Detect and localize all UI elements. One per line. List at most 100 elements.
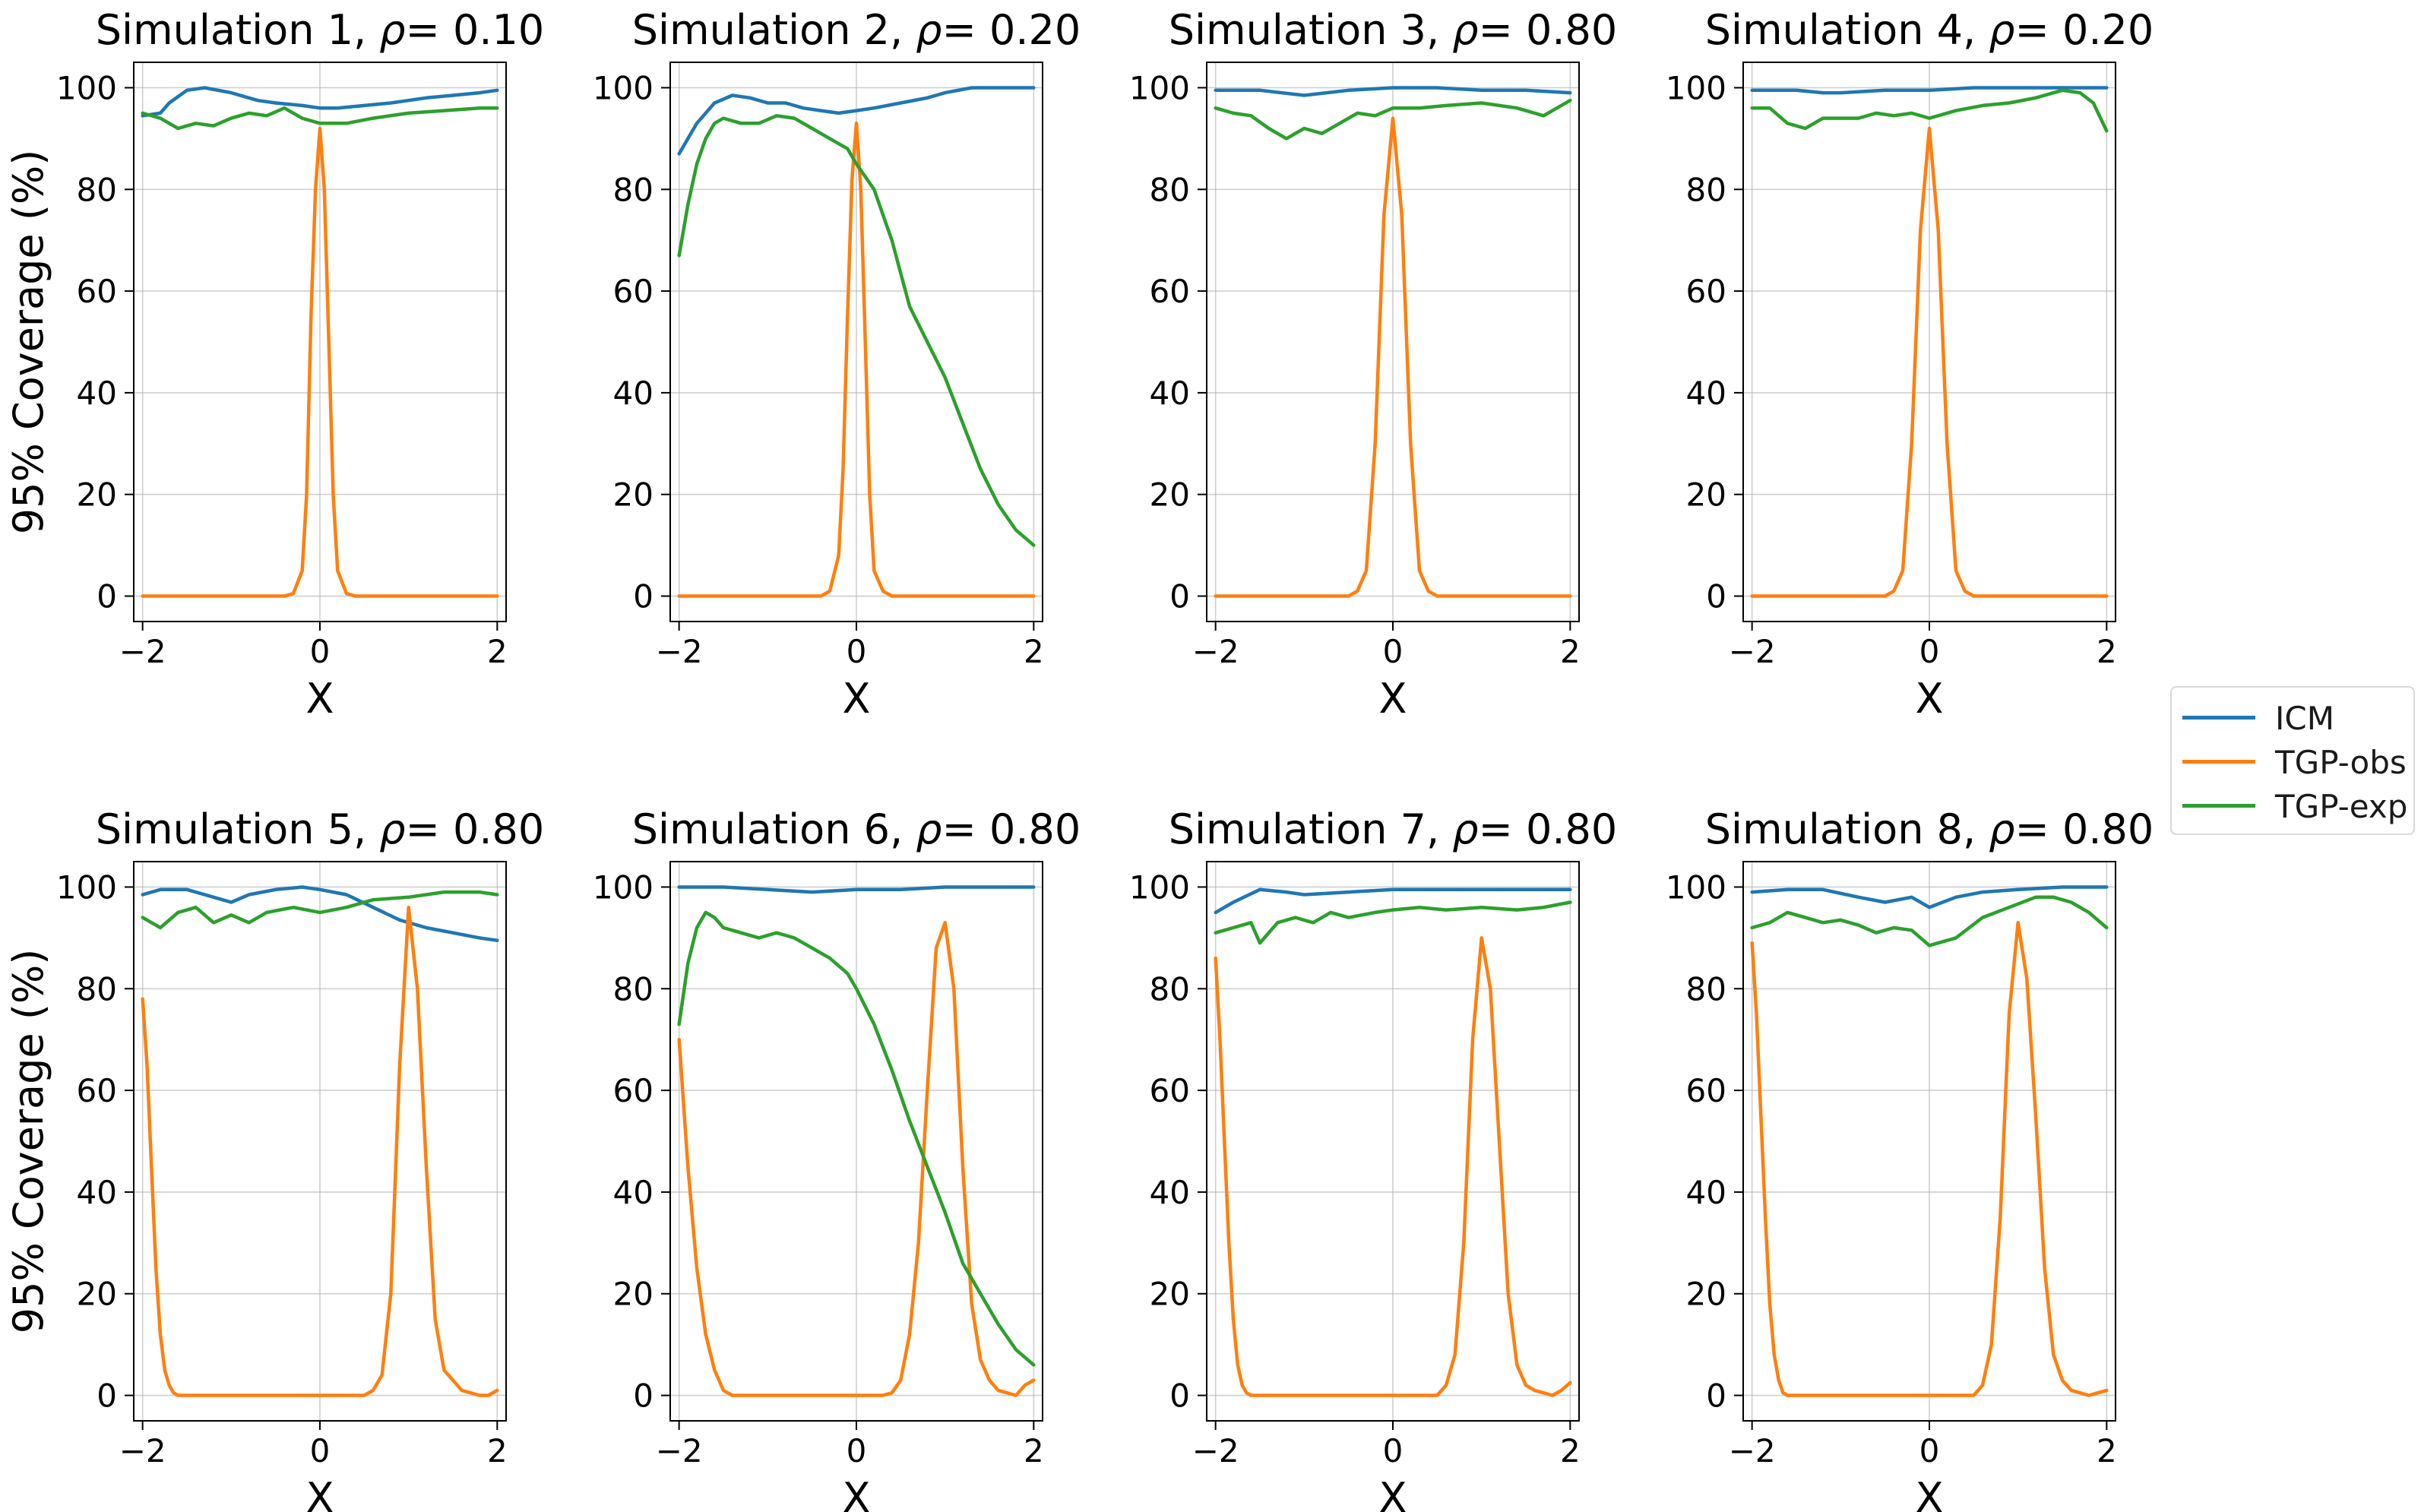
y-tick-label: 0 bbox=[1169, 1378, 1190, 1415]
y-tick-label: 20 bbox=[1686, 476, 1726, 514]
y-tick-label: 60 bbox=[1150, 273, 1190, 310]
x-tick-label: 0 bbox=[1919, 633, 1940, 670]
y-tick-label: 40 bbox=[1686, 1174, 1726, 1211]
y-tick-label: 60 bbox=[613, 273, 654, 310]
x-tick-label: 0 bbox=[310, 1432, 331, 1469]
y-tick-label: 40 bbox=[77, 1174, 117, 1211]
x-tick-label: −2 bbox=[656, 633, 703, 670]
y-tick-label: 20 bbox=[77, 1276, 117, 1313]
subplot-title: Simulation 4, ρ= 0.20 bbox=[1705, 6, 2154, 54]
y-tick-label: 20 bbox=[613, 476, 654, 514]
series-line-tgp-obs bbox=[1750, 921, 2109, 1397]
y-tick-label: 40 bbox=[1150, 1174, 1190, 1211]
x-tick-label: 2 bbox=[2097, 1432, 2117, 1469]
series-line-tgp-obs bbox=[677, 921, 1036, 1397]
title-suffix: = 0.80 bbox=[2015, 805, 2154, 853]
y-tick-label: 100 bbox=[1129, 868, 1190, 906]
title-rho: ρ bbox=[1452, 6, 1478, 54]
y-tick-label: 20 bbox=[1686, 1276, 1726, 1313]
series-line-icm bbox=[1214, 887, 1572, 915]
series-line-tgp-exp bbox=[677, 114, 1036, 547]
x-tick-label: −2 bbox=[119, 633, 166, 670]
subplot-title: Simulation 2, ρ= 0.20 bbox=[632, 6, 1081, 54]
title-suffix: = 0.20 bbox=[2015, 6, 2154, 54]
x-tick-label: 2 bbox=[1560, 1432, 1581, 1469]
subplot-title: Simulation 5, ρ= 0.80 bbox=[96, 805, 544, 853]
x-tick-label: 0 bbox=[310, 633, 331, 670]
title-suffix: = 0.80 bbox=[406, 805, 545, 853]
y-tick-label: 60 bbox=[77, 273, 117, 310]
legend-item-tgp-obs: TGP-obs bbox=[2172, 738, 2413, 783]
y-tick-label: 80 bbox=[1150, 171, 1190, 208]
y-tick-label: 100 bbox=[56, 69, 117, 106]
x-tick-label: 0 bbox=[1919, 1432, 1940, 1469]
y-tick-label: 0 bbox=[633, 1378, 654, 1415]
title-rho: ρ bbox=[1989, 805, 2014, 853]
series-line-tgp-obs bbox=[1214, 936, 1572, 1397]
y-tick-label: 0 bbox=[1706, 578, 1726, 615]
x-tick-label: −2 bbox=[656, 1432, 703, 1469]
y-tick-label: 20 bbox=[613, 1276, 654, 1313]
y-tick-label: 0 bbox=[633, 578, 654, 615]
y-tick-label: 0 bbox=[97, 1378, 117, 1415]
x-axis-label: X bbox=[306, 1474, 334, 1512]
x-tick-label: 2 bbox=[487, 1432, 508, 1469]
legend-swatch-tgp-exp bbox=[2182, 804, 2255, 808]
x-tick-label: 2 bbox=[1560, 633, 1581, 670]
legend-swatch-icm bbox=[2182, 716, 2255, 720]
legend-item-tgp-exp: TGP-exp bbox=[2172, 782, 2413, 827]
series-line-tgp-exp bbox=[141, 106, 499, 131]
subplot-title: Simulation 6, ρ= 0.80 bbox=[632, 805, 1081, 853]
x-tick-label: 0 bbox=[847, 1432, 867, 1469]
y-tick-label: 60 bbox=[77, 1072, 117, 1109]
legend-item-icm: ICM bbox=[2172, 694, 2413, 739]
series-line-tgp-obs bbox=[677, 122, 1036, 598]
subplot-title: Simulation 7, ρ= 0.80 bbox=[1169, 805, 1617, 853]
series-line-tgp-obs bbox=[1214, 116, 1572, 598]
y-tick-label: 80 bbox=[613, 171, 654, 208]
x-tick-label: 2 bbox=[487, 633, 508, 670]
x-tick-label: 2 bbox=[1024, 633, 1044, 670]
y-tick-label: 60 bbox=[1686, 1072, 1726, 1109]
series-line-icm bbox=[141, 885, 499, 942]
series-line-icm bbox=[677, 885, 1036, 894]
y-tick-label: 80 bbox=[1150, 970, 1190, 1007]
subplot-title: Simulation 8, ρ= 0.80 bbox=[1705, 805, 2154, 853]
y-tick-label: 40 bbox=[1150, 375, 1190, 412]
series-line-icm bbox=[1750, 885, 2109, 909]
series-line-icm bbox=[141, 86, 499, 118]
x-tick-label: −2 bbox=[1729, 1432, 1776, 1469]
y-tick-label: 80 bbox=[1686, 970, 1726, 1007]
title-rho: ρ bbox=[1989, 6, 2014, 54]
y-tick-label: 60 bbox=[1686, 273, 1726, 310]
series-line-tgp-exp bbox=[1214, 900, 1572, 945]
series-line-tgp-obs bbox=[141, 126, 499, 598]
y-tick-label: 100 bbox=[593, 868, 654, 906]
title-prefix: Simulation 4, bbox=[1705, 6, 1989, 54]
x-axis-label: X bbox=[843, 675, 871, 723]
y-tick-label: 80 bbox=[77, 171, 117, 208]
x-axis-label: X bbox=[843, 1474, 871, 1512]
y-tick-label: 80 bbox=[1686, 171, 1726, 208]
x-tick-label: 0 bbox=[1383, 1432, 1404, 1469]
y-tick-label: 100 bbox=[1666, 868, 1726, 906]
x-axis-label: X bbox=[1916, 675, 1944, 723]
series-line-tgp-obs bbox=[1750, 126, 2109, 598]
y-tick-label: 20 bbox=[77, 476, 117, 514]
subplot-title: Simulation 1, ρ= 0.10 bbox=[96, 6, 544, 54]
title-suffix: = 0.20 bbox=[942, 6, 1081, 54]
y-tick-label: 80 bbox=[613, 970, 654, 1007]
x-tick-label: 2 bbox=[1024, 1432, 1044, 1469]
y-tick-label: 40 bbox=[613, 375, 654, 412]
title-suffix: = 0.80 bbox=[1479, 805, 1618, 853]
x-axis-label: X bbox=[306, 675, 334, 723]
legend: ICM TGP-obs TGP-exp bbox=[2170, 686, 2415, 835]
x-tick-label: 0 bbox=[1383, 633, 1404, 670]
series-line-tgp-exp bbox=[1214, 98, 1572, 141]
y-tick-label: 20 bbox=[1150, 1276, 1190, 1313]
x-tick-label: −2 bbox=[119, 1432, 166, 1469]
